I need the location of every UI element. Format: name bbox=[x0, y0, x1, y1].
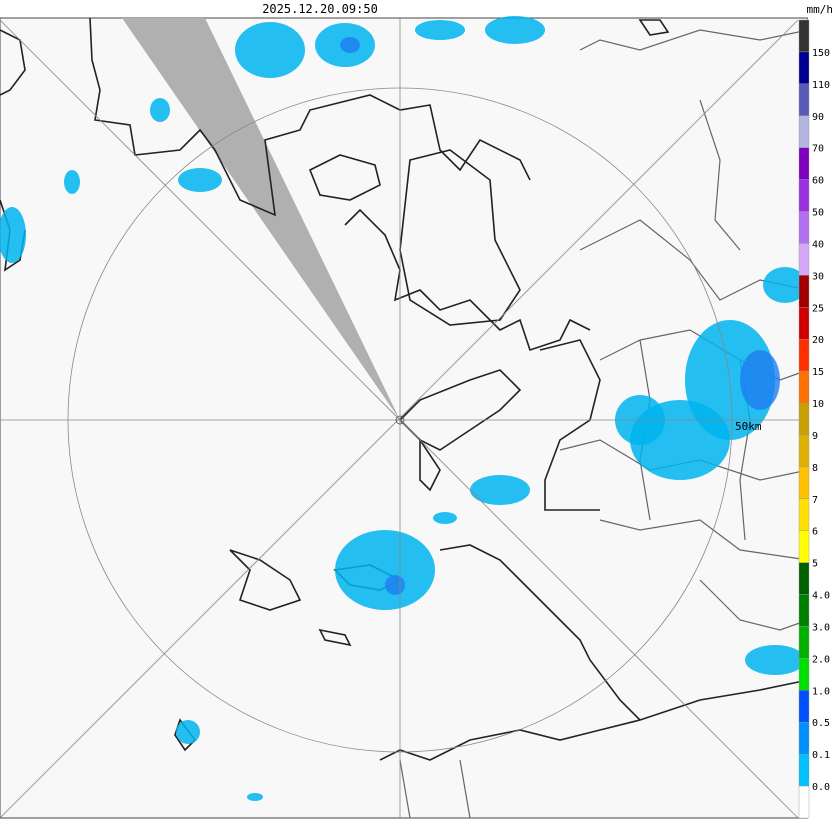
legend-swatch bbox=[798, 753, 810, 787]
legend-swatch bbox=[798, 51, 810, 85]
legend-label: 90 bbox=[812, 112, 824, 123]
legend-swatch bbox=[798, 785, 810, 819]
legend-label: 70 bbox=[812, 144, 824, 155]
legend-label: 50 bbox=[812, 208, 824, 219]
legend-swatch bbox=[798, 275, 810, 308]
legend-label: 4.0 bbox=[812, 591, 830, 602]
legend-swatch bbox=[798, 466, 810, 500]
legend-swatch bbox=[798, 307, 810, 340]
legend-label: 0.0 bbox=[812, 782, 830, 793]
range-rings bbox=[0, 18, 808, 819]
blocked-sector bbox=[122, 18, 400, 420]
legend-label: 7 bbox=[812, 495, 818, 506]
timestamp: 2025.12.20.09:50 bbox=[262, 2, 378, 16]
legend-swatch bbox=[798, 179, 810, 212]
legend-label: 2.0 bbox=[812, 654, 830, 665]
legend-swatch bbox=[798, 562, 810, 595]
legend-swatch bbox=[798, 211, 810, 244]
legend-swatch bbox=[798, 147, 810, 180]
legend-label: 40 bbox=[812, 239, 824, 250]
legend-swatch bbox=[798, 83, 810, 116]
legend-label: 0.5 bbox=[812, 718, 830, 729]
legend-label: 0.1 bbox=[812, 750, 830, 761]
legend-swatch bbox=[798, 690, 810, 723]
legend-label: 150 bbox=[812, 48, 830, 59]
legend-label: 5 bbox=[812, 559, 818, 570]
legend-label: 110 bbox=[812, 80, 830, 91]
legend-label: 25 bbox=[812, 303, 824, 314]
legend-swatch bbox=[798, 115, 810, 148]
legend-swatch bbox=[798, 498, 810, 531]
legend-swatch bbox=[798, 370, 810, 404]
legend-label: 30 bbox=[812, 271, 824, 282]
legend-label: 8 bbox=[812, 463, 818, 474]
legend-swatch bbox=[798, 19, 810, 53]
legend-unit: mm/h bbox=[807, 3, 834, 16]
legend-swatch bbox=[798, 530, 810, 563]
legend-label: 9 bbox=[812, 431, 818, 442]
legend-swatch bbox=[798, 243, 810, 276]
legend-label: 20 bbox=[812, 335, 824, 346]
legend-label: 10 bbox=[812, 399, 824, 410]
legend-swatch bbox=[798, 434, 810, 468]
legend-swatch bbox=[798, 402, 810, 436]
legend-bg bbox=[808, 0, 835, 820]
legend-swatch bbox=[798, 594, 810, 627]
legend-swatch bbox=[798, 658, 810, 691]
legend-label: 3.0 bbox=[812, 622, 830, 633]
legend-label: 60 bbox=[812, 176, 824, 187]
legend-swatch bbox=[798, 626, 810, 659]
legend-label: 1.0 bbox=[812, 686, 830, 697]
color-legend: 150 110 90 70 60 50 40 30 25 20 15 10 9 8 7 6 5 4.0 3.0 2.0… bbox=[798, 19, 830, 819]
legend-label: 15 bbox=[812, 367, 824, 378]
legend-label: 6 bbox=[812, 527, 818, 538]
range-label: 50km bbox=[735, 420, 762, 433]
legend-swatch bbox=[798, 722, 810, 755]
legend-swatch bbox=[798, 339, 810, 372]
